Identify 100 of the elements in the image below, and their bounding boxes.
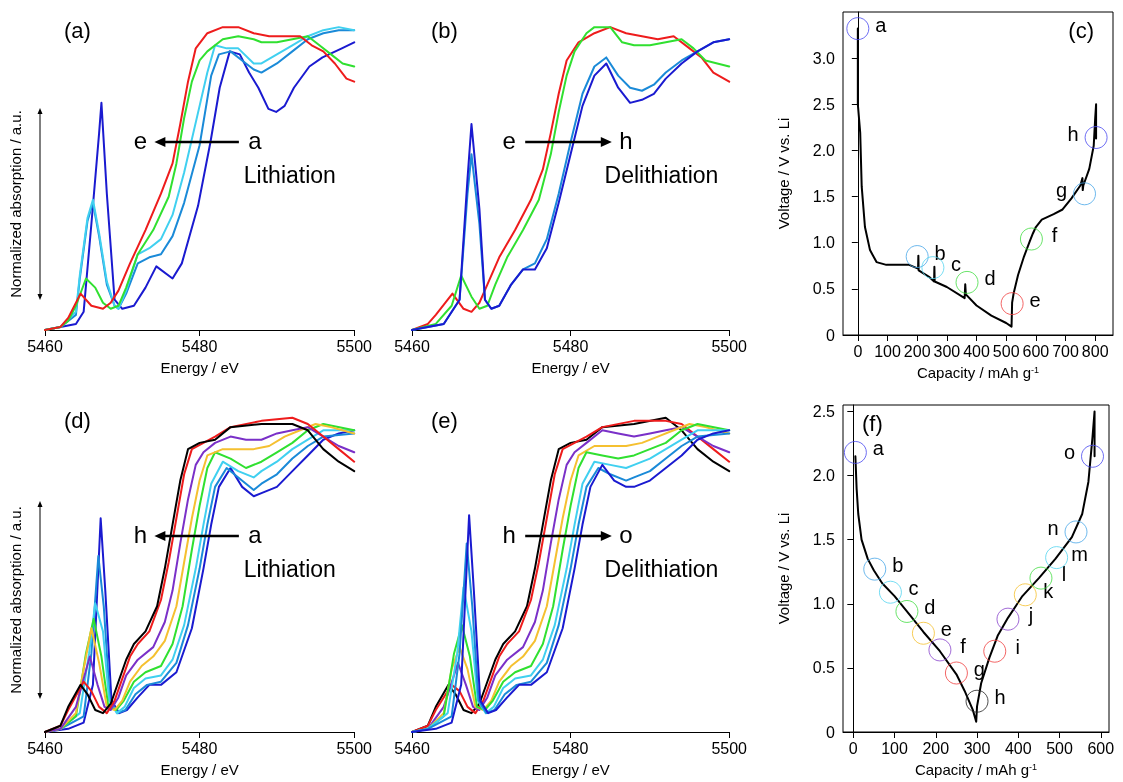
y-tick-label: 2.5 — [812, 402, 836, 420]
x-tick-label: 500 — [992, 342, 1020, 360]
annotation: h — [133, 520, 148, 548]
point — [878, 580, 902, 604]
point — [1064, 520, 1088, 544]
point — [1019, 227, 1043, 251]
chart-title: (b) — [431, 17, 458, 43]
annotation: h — [502, 520, 516, 548]
x-tick-label: 5460 — [27, 337, 63, 355]
x-tick-label: 300 — [933, 342, 961, 360]
point — [944, 661, 968, 685]
point — [928, 638, 952, 662]
annotation: Lithiation — [243, 162, 336, 188]
point — [1073, 182, 1097, 206]
annotation: e — [940, 618, 952, 641]
annotation: b — [892, 554, 904, 577]
annotation: h — [619, 126, 633, 154]
x-tick-label: 800 — [1081, 342, 1109, 360]
y-tick-label: 3.0 — [812, 49, 836, 67]
point — [905, 245, 929, 269]
x-tick-label: 5500 — [336, 739, 373, 757]
annotation: a — [875, 13, 888, 36]
y-axis-title: Normalized absorption / a.u. — [6, 110, 24, 298]
y-axis-title: Voltage / V vs. Li — [775, 117, 792, 230]
annotation: e — [1029, 288, 1041, 311]
point — [1000, 292, 1024, 316]
x-tick-label: 5480 — [181, 337, 218, 355]
y-tick-label: 1.5 — [812, 188, 836, 206]
x-axis-title: Energy / eV — [531, 761, 610, 778]
point — [955, 270, 979, 294]
annotation: i — [1015, 636, 1020, 659]
point — [846, 17, 870, 41]
point — [1045, 546, 1069, 570]
x-tick-label: 200 — [922, 739, 950, 757]
annotation: j — [1027, 604, 1034, 627]
y-tick-label: 0.5 — [812, 659, 836, 677]
y-tick-label: 1.5 — [812, 531, 836, 549]
annotation: b — [934, 241, 946, 264]
annotation: h — [994, 686, 1006, 709]
x-tick-label: 400 — [1004, 739, 1032, 757]
x-tick-label: 5480 — [181, 739, 218, 757]
point — [965, 689, 989, 713]
annotation: n — [1047, 516, 1059, 539]
y-tick-label: 0.5 — [812, 280, 836, 298]
x-tick-label: 5460 — [394, 739, 430, 757]
chart-title: (a) — [64, 17, 91, 43]
y-tick-label: 2.0 — [812, 141, 836, 159]
point — [911, 621, 935, 645]
x-tick-label: 5500 — [711, 739, 748, 757]
x-axis-title: Energy / eV — [160, 761, 239, 778]
annotation: f — [960, 634, 967, 657]
annotation: f — [1051, 224, 1058, 247]
point — [1013, 583, 1037, 607]
x-tick-label: 5480 — [552, 739, 589, 757]
x-axis-title: Energy / eV — [531, 359, 610, 376]
annotation: a — [872, 437, 885, 460]
annotation: Lithiation — [243, 556, 336, 582]
x-tick-label: 300 — [963, 739, 991, 757]
x-tick-label: 0 — [853, 342, 863, 360]
x-tick-label: 100 — [881, 739, 908, 757]
annotation: d — [924, 596, 936, 619]
point — [1084, 126, 1108, 149]
x-tick-label: 700 — [1052, 342, 1079, 360]
annotation: e — [502, 126, 516, 154]
annotation: g — [1055, 178, 1068, 201]
chart-title: (e) — [431, 407, 458, 433]
y-axis-title: Voltage / V vs. Li — [775, 512, 792, 625]
annotation: k — [1043, 579, 1055, 602]
y-tick-label: 2.5 — [812, 95, 836, 113]
x-tick-label: 600 — [1087, 739, 1115, 757]
annotation: c — [908, 577, 919, 600]
annotation: g — [973, 658, 985, 681]
chart-title: (f) — [862, 410, 883, 436]
y-tick-label: 1.0 — [812, 234, 836, 252]
y-tick-label: 1.0 — [812, 595, 836, 613]
annotation: d — [984, 267, 996, 290]
annotation: Delithiation — [604, 162, 719, 188]
annotation: h — [1067, 122, 1079, 145]
point — [1081, 444, 1104, 468]
chart-title: (d) — [64, 407, 91, 433]
annotation: m — [1071, 542, 1088, 565]
annotation: Delithiation — [604, 556, 719, 582]
x-tick-label: 0 — [848, 739, 858, 757]
y-tick-label: 0 — [826, 326, 836, 344]
x-tick-label: 5500 — [336, 337, 373, 355]
x-tick-label: 100 — [874, 342, 901, 360]
annotation: o — [1063, 441, 1076, 464]
y-axis-title: Normalized absorption / a.u. — [6, 506, 24, 694]
annotation: a — [248, 126, 263, 154]
x-tick-label: 200 — [903, 342, 931, 360]
x-tick-label: 400 — [963, 342, 990, 360]
annotation: l — [1061, 563, 1067, 586]
x-tick-label: 5500 — [711, 337, 748, 355]
point — [895, 599, 919, 623]
annotation: e — [133, 126, 148, 154]
x-tick-label: 5460 — [27, 739, 63, 757]
x-tick-label: 5460 — [394, 337, 430, 355]
x-axis-title: Energy / eV — [160, 359, 239, 376]
x-tick-label: 600 — [1022, 342, 1050, 360]
annotation: a — [248, 520, 263, 548]
